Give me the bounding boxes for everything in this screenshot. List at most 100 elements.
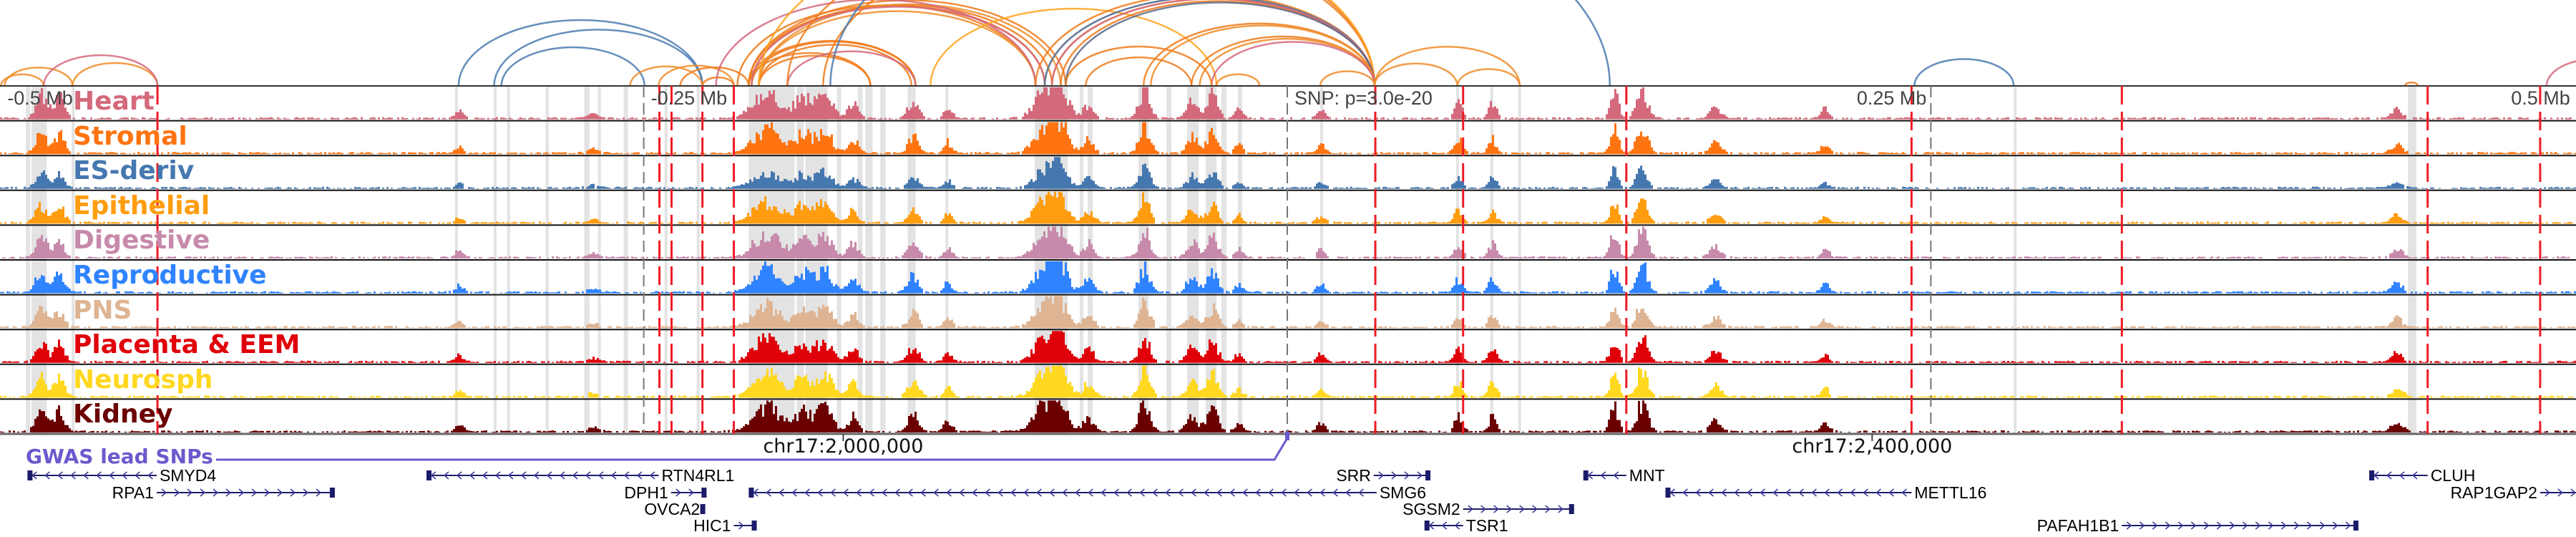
chevron-left-icon [109, 471, 114, 480]
chevron-right-icon [2242, 521, 2248, 530]
loop-arc [701, 76, 735, 86]
gene-label: PAFAH1B1 [2037, 516, 2119, 535]
chevron-left-icon [1255, 488, 1261, 497]
track-label-digestive[interactable]: Digestive [73, 226, 210, 256]
gene-mnt[interactable]: MNT [1583, 466, 1665, 485]
chevron-right-icon [200, 488, 206, 497]
chevron-left-icon [2386, 471, 2392, 480]
chevron-left-icon [1075, 488, 1080, 497]
chevron-left-icon [1023, 488, 1029, 497]
chevron-left-icon [882, 488, 887, 497]
gwas-snp-marker[interactable] [1285, 432, 1289, 440]
chevron-right-icon [738, 521, 744, 530]
chevron-right-icon [2126, 521, 2132, 530]
gene-rtn4rl1[interactable]: RTN4RL1 [426, 466, 734, 485]
track-label-heart[interactable]: Heart [73, 87, 155, 116]
axis-tick-label: -0.25 Mb [650, 87, 728, 109]
chevron-left-icon [1178, 488, 1184, 497]
chevron-right-icon [251, 488, 258, 497]
track-label-reproductive[interactable]: Reproductive [73, 261, 267, 290]
track-label-pns[interactable]: PNS [73, 295, 132, 325]
loop-arc [751, 6, 1046, 86]
chevron-left-icon [1307, 488, 1312, 497]
loop-arc [786, 50, 917, 86]
gene-label: SMG6 [1380, 483, 1426, 502]
gwas-track-label: GWAS lead SNPs [26, 445, 213, 468]
chevron-left-icon [1682, 488, 1688, 497]
axis-tick-label: SNP: p=3.0e-20 [1294, 87, 1433, 109]
track-label-stromal[interactable]: Stromal [73, 121, 187, 151]
chevron-left-icon [1204, 488, 1209, 497]
coordinate-label: chr17:2,000,000 [763, 435, 924, 458]
gene-smyd4[interactable]: SMYD4 [27, 466, 216, 485]
chevron-left-icon [1441, 521, 1448, 530]
loop-arc [1373, 62, 1459, 86]
loop-arc [4, 67, 74, 86]
loop-arc [629, 65, 703, 86]
gene-srr[interactable]: SRR [1336, 466, 1431, 485]
loop-arc [786, 0, 1376, 86]
chevron-left-icon [572, 471, 578, 480]
gene-smg6[interactable]: SMG6 [748, 483, 1426, 502]
gene-label: RAP1GAP2 [2450, 483, 2537, 502]
chevron-left-icon [1165, 488, 1171, 497]
chevron-right-icon [2557, 488, 2564, 497]
gene-rap1gap2[interactable]: RAP1GAP2 [2450, 483, 2576, 502]
chevron-left-icon [894, 488, 900, 497]
chevron-right-icon [161, 488, 167, 497]
loop-arc [758, 0, 1376, 86]
signal-heart [0, 87, 2572, 120]
chevron-right-icon [2293, 521, 2300, 530]
chevron-left-icon [869, 488, 874, 497]
gene-hic1[interactable]: HIC1 [693, 516, 757, 535]
chevron-left-icon [623, 471, 630, 480]
gene-mettl16[interactable]: METTL16 [1665, 483, 1986, 502]
loop-arc [2545, 60, 2576, 86]
gene-tsr1[interactable]: TSR1 [1424, 516, 1508, 535]
chevron-left-icon [1863, 488, 1868, 497]
exon-block [1425, 470, 1431, 480]
chevron-right-icon [1404, 471, 1410, 480]
gene-rpa1[interactable]: RPA1 [112, 483, 335, 502]
track-label-placenta-eem[interactable]: Placenta & EEM [73, 330, 301, 360]
gene-ovca2[interactable]: OVCA2 [644, 500, 706, 518]
chevron-right-icon [264, 488, 270, 497]
gene-dph1[interactable]: DPH1 [624, 483, 707, 502]
gene-cluh[interactable]: CLUH [2369, 466, 2475, 485]
track-label-kidney[interactable]: Kidney [73, 400, 173, 430]
exon-block [751, 521, 757, 531]
track-label-neurosph[interactable]: Neurosph [73, 364, 213, 395]
chevron-left-icon [443, 471, 449, 480]
axis-tick-label: 0.25 Mb [1856, 87, 1927, 109]
loop-arc [758, 54, 872, 86]
chevron-right-icon [1493, 505, 1499, 513]
chevron-left-icon [122, 471, 127, 480]
loop-arc [493, 29, 703, 86]
chevron-left-icon [1785, 488, 1791, 497]
chevron-right-icon [213, 488, 219, 497]
loop-arc [930, 8, 1218, 86]
signal-placenta-eem [2, 331, 2576, 363]
gene-label: SRR [1336, 466, 1371, 485]
chevron-right-icon [1417, 471, 1423, 480]
chevron-left-icon [96, 471, 102, 480]
chevron-right-icon [2319, 521, 2326, 530]
chevron-left-icon [1901, 488, 1907, 497]
loop-arc [2404, 81, 2419, 86]
chevron-right-icon [2203, 521, 2210, 530]
chevron-left-icon [1036, 488, 1042, 497]
chevron-left-icon [1268, 488, 1274, 497]
exon-block [701, 488, 707, 498]
gene-sgsm2[interactable]: SGSM2 [1402, 500, 1574, 518]
chevron-left-icon [1760, 488, 1765, 497]
gene-label: TSR1 [1466, 516, 1508, 535]
track-label-epithelial[interactable]: Epithelial [73, 190, 210, 221]
chevron-right-icon [2570, 488, 2576, 497]
chevron-left-icon [1191, 488, 1196, 497]
loop-arc [1913, 58, 2015, 86]
chevron-left-icon [533, 471, 540, 480]
gene-pafah1b1[interactable]: PAFAH1B1 [2037, 516, 2358, 535]
chevron-right-icon [2216, 521, 2223, 530]
chevron-left-icon [585, 471, 591, 480]
track-label-es-deriv[interactable]: ES-deriv [73, 156, 195, 186]
